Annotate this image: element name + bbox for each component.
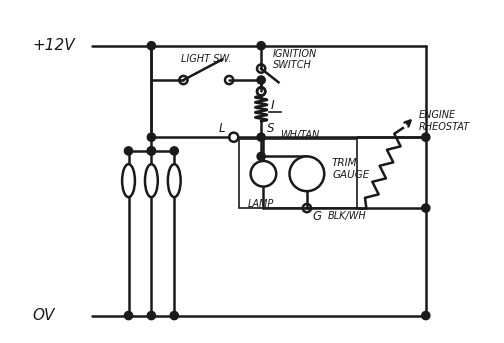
Text: OV: OV (32, 308, 55, 323)
Ellipse shape (145, 164, 158, 197)
Text: LAMP: LAMP (248, 199, 274, 209)
Circle shape (422, 133, 430, 141)
Text: WH/TAN: WH/TAN (280, 130, 320, 140)
Circle shape (257, 76, 265, 84)
Text: ENGINE
RHEOSTAT: ENGINE RHEOSTAT (419, 110, 470, 132)
Circle shape (147, 133, 156, 141)
Text: G: G (312, 210, 322, 223)
Circle shape (170, 147, 178, 155)
Circle shape (422, 311, 430, 320)
Ellipse shape (122, 164, 135, 197)
Bar (239, 140, 357, 208)
Circle shape (147, 147, 156, 155)
Circle shape (257, 133, 265, 141)
Text: 3: 3 (260, 169, 267, 179)
Circle shape (257, 152, 265, 161)
Ellipse shape (168, 164, 180, 197)
Text: LIGHT SW.: LIGHT SW. (181, 54, 231, 64)
Circle shape (124, 147, 133, 155)
Circle shape (147, 42, 156, 50)
Text: 3: 3 (125, 176, 132, 185)
Circle shape (422, 204, 430, 212)
Text: 3: 3 (171, 176, 177, 185)
Circle shape (124, 311, 133, 320)
Text: L: L (219, 122, 225, 135)
Circle shape (170, 311, 178, 320)
Text: BLK/WH: BLK/WH (328, 211, 366, 221)
Text: TRIM
GAUGE: TRIM GAUGE (332, 158, 369, 180)
Text: S: S (267, 122, 274, 135)
Circle shape (147, 311, 156, 320)
Text: IGNITION
SWITCH: IGNITION SWITCH (273, 49, 317, 70)
Circle shape (147, 147, 156, 155)
Circle shape (257, 42, 265, 50)
Text: +12V: +12V (32, 38, 75, 53)
Circle shape (289, 156, 324, 191)
Text: I: I (270, 99, 274, 112)
Circle shape (250, 161, 276, 187)
Text: 3: 3 (149, 176, 154, 185)
